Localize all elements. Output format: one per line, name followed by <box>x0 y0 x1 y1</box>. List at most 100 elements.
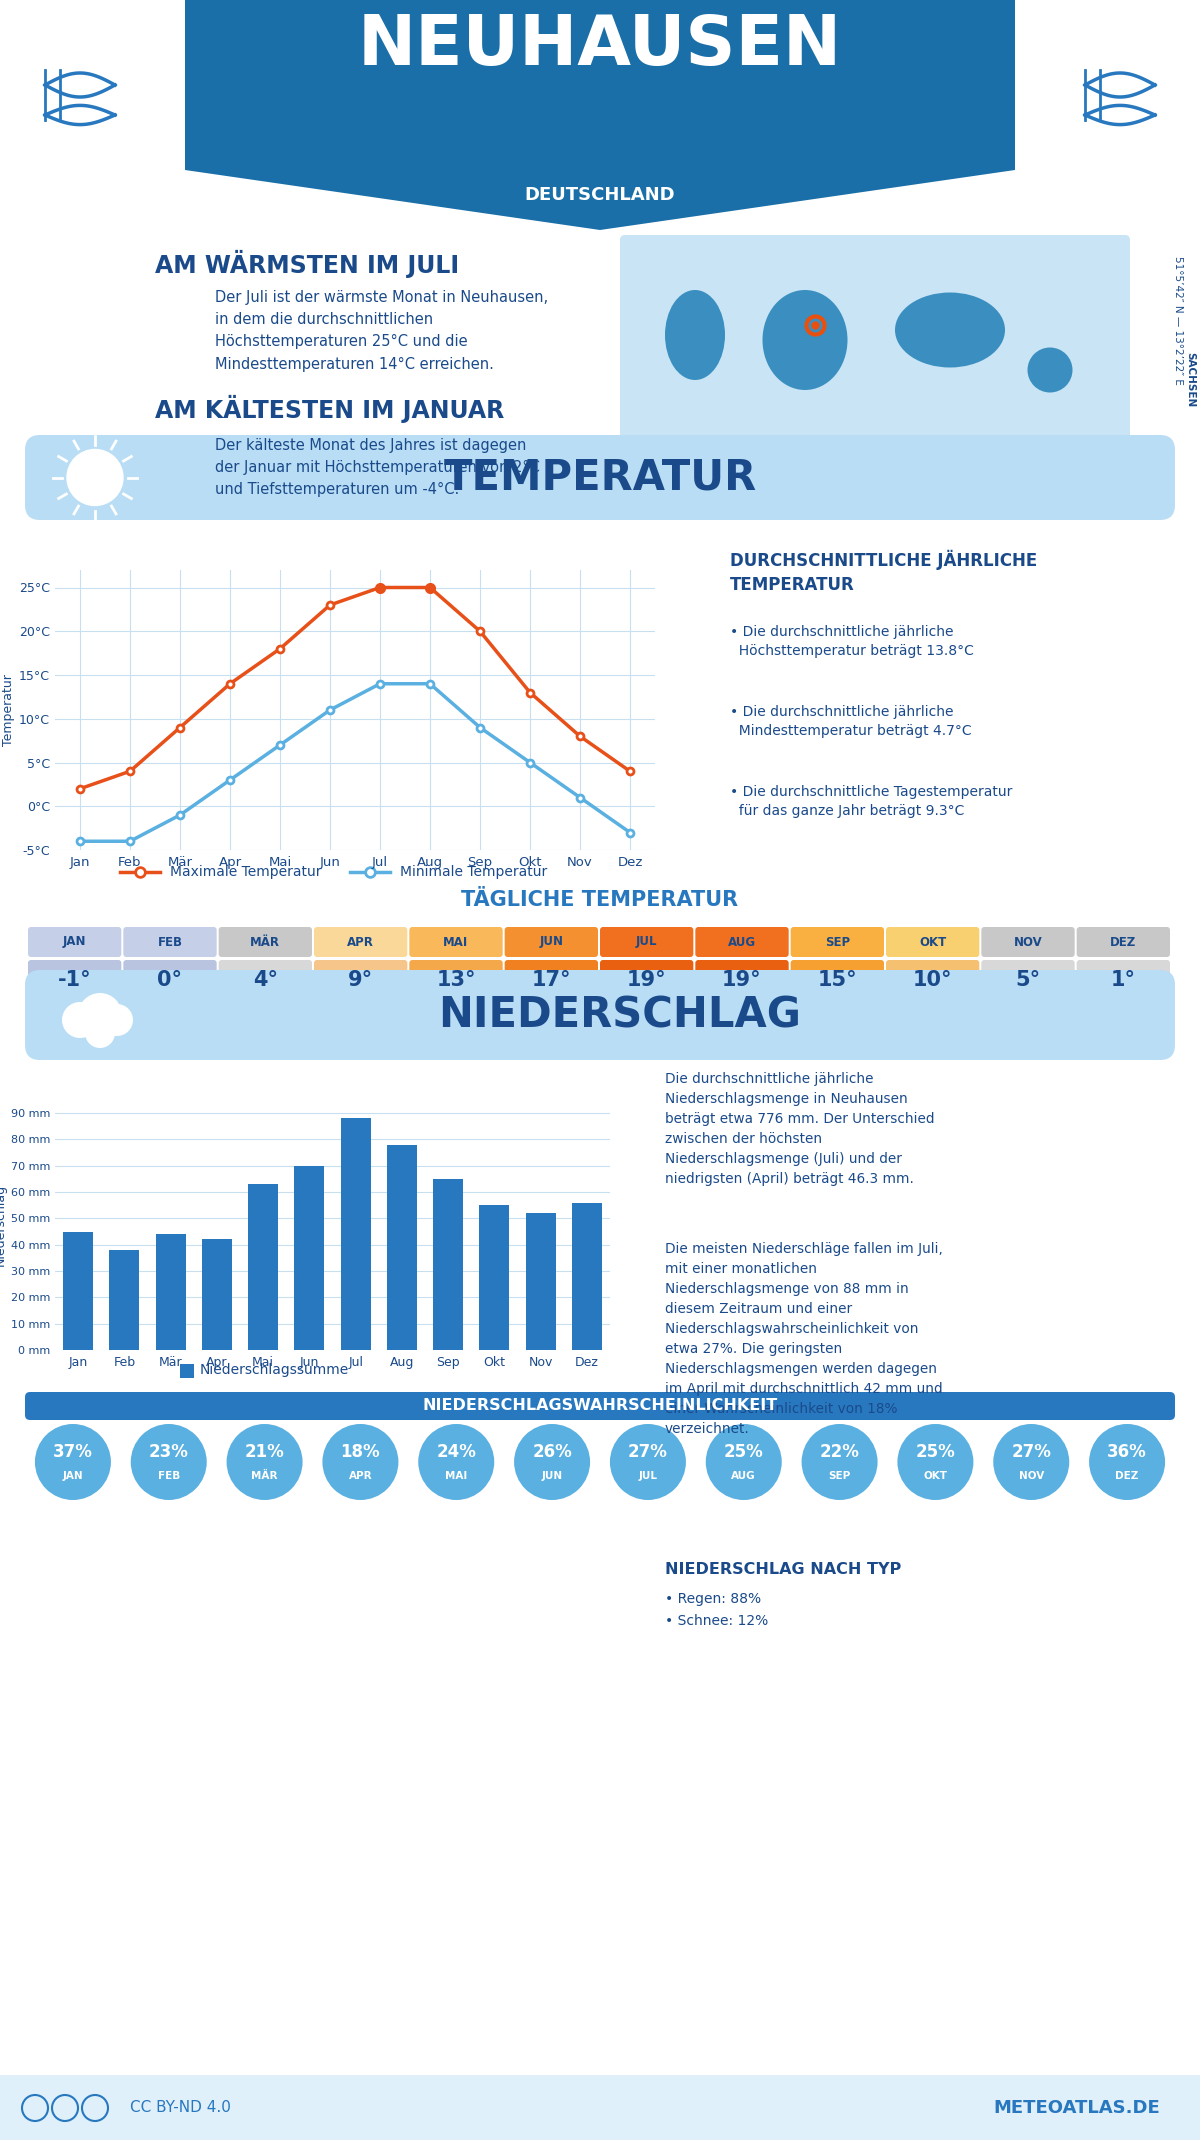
Text: NIEDERSCHLAG NACH TYP: NIEDERSCHLAG NACH TYP <box>665 1562 901 1577</box>
Text: JUN: JUN <box>539 935 563 948</box>
Text: OKT: OKT <box>924 1470 948 1481</box>
Bar <box>202 1239 232 1350</box>
FancyBboxPatch shape <box>1076 961 1170 999</box>
FancyBboxPatch shape <box>982 961 1075 999</box>
FancyBboxPatch shape <box>791 961 884 999</box>
Text: 36%: 36% <box>1108 1442 1147 1462</box>
Text: METEOATLAS.DE: METEOATLAS.DE <box>994 2099 1160 2116</box>
Circle shape <box>35 1423 110 1500</box>
Text: NOV: NOV <box>1019 1470 1044 1481</box>
Text: 24%: 24% <box>437 1442 476 1462</box>
Text: AM KÄLTESTEN IM JANUAR: AM KÄLTESTEN IM JANUAR <box>155 396 504 424</box>
Y-axis label: Temperatur: Temperatur <box>2 674 14 747</box>
Text: NOV: NOV <box>1014 935 1043 948</box>
Bar <box>294 1166 324 1350</box>
Text: JUL: JUL <box>638 1470 658 1481</box>
Text: 25%: 25% <box>916 1442 955 1462</box>
FancyBboxPatch shape <box>25 1391 1175 1421</box>
Circle shape <box>131 1423 206 1500</box>
Circle shape <box>323 1423 398 1500</box>
FancyBboxPatch shape <box>218 927 312 957</box>
Bar <box>64 1233 94 1350</box>
Text: 22%: 22% <box>820 1442 859 1462</box>
Bar <box>386 1145 416 1350</box>
Circle shape <box>67 449 124 505</box>
Text: 21%: 21% <box>245 1442 284 1462</box>
Text: 13°: 13° <box>437 969 475 991</box>
Circle shape <box>898 1423 973 1500</box>
FancyBboxPatch shape <box>791 927 884 957</box>
Text: DEUTSCHLAND: DEUTSCHLAND <box>524 186 676 203</box>
Text: JUL: JUL <box>636 935 658 948</box>
Bar <box>156 1235 186 1350</box>
Text: APR: APR <box>347 935 374 948</box>
Text: 51°5’42″ N — 13°2’22″ E: 51°5’42″ N — 13°2’22″ E <box>1174 255 1183 385</box>
Text: 27%: 27% <box>1012 1442 1051 1462</box>
Bar <box>341 1119 371 1350</box>
Text: NEUHAUSEN: NEUHAUSEN <box>358 11 842 79</box>
Bar <box>572 1203 602 1350</box>
FancyBboxPatch shape <box>314 961 407 999</box>
Text: NIEDERSCHLAG: NIEDERSCHLAG <box>438 993 802 1036</box>
FancyBboxPatch shape <box>124 961 217 999</box>
Text: FEB: FEB <box>157 1470 180 1481</box>
Text: APR: APR <box>349 1470 372 1481</box>
Text: 9°: 9° <box>348 969 373 991</box>
Text: MAI: MAI <box>443 935 469 948</box>
Circle shape <box>994 1423 1069 1500</box>
Text: Maximale Temperatur: Maximale Temperatur <box>170 865 322 880</box>
Text: 10°: 10° <box>913 969 953 991</box>
FancyBboxPatch shape <box>886 927 979 957</box>
Text: Die meisten Niederschläge fallen im Juli,
mit einer monatlichen
Niederschlagsmen: Die meisten Niederschläge fallen im Juli… <box>665 1241 943 1436</box>
Text: Minimale Temperatur: Minimale Temperatur <box>400 865 547 880</box>
Text: 17°: 17° <box>532 969 571 991</box>
Text: DEZ: DEZ <box>1115 1470 1139 1481</box>
Bar <box>0 2076 1200 2140</box>
Ellipse shape <box>665 291 725 381</box>
FancyBboxPatch shape <box>695 927 788 957</box>
Text: DEZ: DEZ <box>1110 935 1136 948</box>
Bar <box>479 1205 510 1350</box>
Text: 27%: 27% <box>628 1442 668 1462</box>
Circle shape <box>419 1423 494 1500</box>
FancyBboxPatch shape <box>124 927 217 957</box>
Circle shape <box>78 993 122 1038</box>
Text: 18%: 18% <box>341 1442 380 1462</box>
Y-axis label: Niederschlag: Niederschlag <box>0 1183 6 1267</box>
Text: TEMPERATUR: TEMPERATUR <box>443 456 757 499</box>
FancyBboxPatch shape <box>25 969 1175 1059</box>
Text: Niederschlagssumme: Niederschlagssumme <box>200 1363 349 1376</box>
Text: CC BY-ND 4.0: CC BY-ND 4.0 <box>130 2101 230 2116</box>
Text: FEB: FEB <box>157 935 182 948</box>
FancyBboxPatch shape <box>218 961 312 999</box>
Bar <box>433 1179 463 1350</box>
Text: SEP: SEP <box>824 935 850 948</box>
Text: • Die durchschnittliche Tagestemperatur
  für das ganze Jahr beträgt 9.3°C: • Die durchschnittliche Tagestemperatur … <box>730 785 1013 817</box>
FancyBboxPatch shape <box>409 927 503 957</box>
Circle shape <box>101 1004 133 1036</box>
FancyBboxPatch shape <box>1076 927 1170 957</box>
FancyBboxPatch shape <box>600 961 694 999</box>
Text: JUN: JUN <box>541 1470 563 1481</box>
Text: • Die durchschnittliche jährliche
  Höchsttemperatur beträgt 13.8°C: • Die durchschnittliche jährliche Höchst… <box>730 625 974 659</box>
Text: 37%: 37% <box>53 1442 92 1462</box>
Text: SEP: SEP <box>828 1470 851 1481</box>
Circle shape <box>85 1019 115 1049</box>
Text: 15°: 15° <box>817 969 857 991</box>
Text: JAN: JAN <box>62 1470 83 1481</box>
Bar <box>109 1250 139 1350</box>
Text: NIEDERSCHLAGSWAHRSCHEINLICHKEIT: NIEDERSCHLAGSWAHRSCHEINLICHKEIT <box>422 1400 778 1415</box>
Text: MAI: MAI <box>445 1470 467 1481</box>
Text: Der Juli ist der wärmste Monat in Neuhausen,
in dem die durchschnittlichen
Höchs: Der Juli ist der wärmste Monat in Neuhau… <box>215 291 548 372</box>
Text: 19°: 19° <box>722 969 762 991</box>
Text: 1°: 1° <box>1111 969 1136 991</box>
Circle shape <box>802 1423 877 1500</box>
Circle shape <box>227 1423 302 1500</box>
Bar <box>180 1363 194 1378</box>
Text: MÄR: MÄR <box>251 935 281 948</box>
FancyBboxPatch shape <box>886 961 979 999</box>
Text: -1°: -1° <box>58 969 91 991</box>
Text: MÄR: MÄR <box>251 1470 278 1481</box>
Text: AUG: AUG <box>728 935 756 948</box>
Ellipse shape <box>1027 347 1073 392</box>
